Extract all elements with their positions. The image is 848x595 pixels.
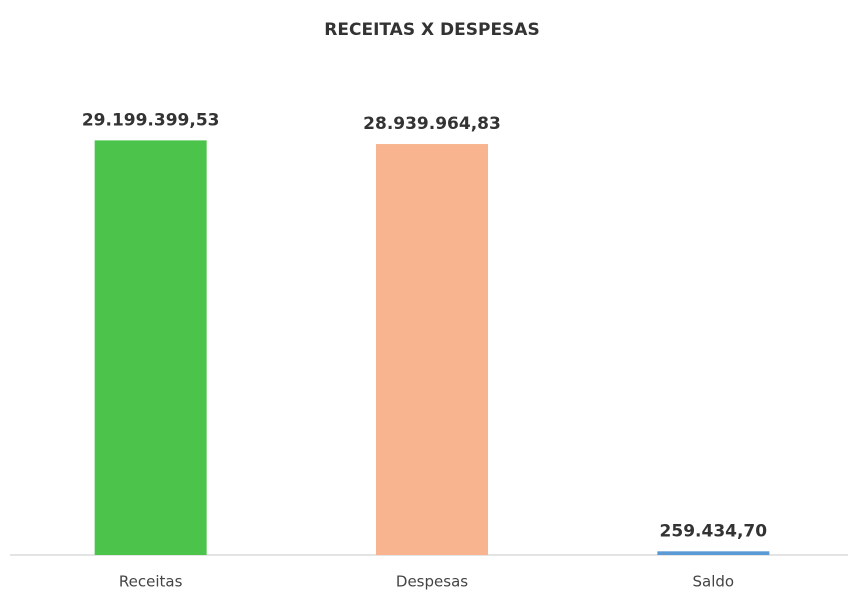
chart-title: RECEITAS X DESPESAS: [324, 20, 539, 40]
bar: [94, 140, 207, 555]
bar: [657, 551, 770, 555]
bar: [376, 144, 488, 556]
x-tick-label: Despesas: [396, 573, 468, 591]
value-label: 259.434,70: [660, 521, 768, 541]
x-tick-label: Saldo: [693, 573, 735, 591]
value-label: 28.939.964,83: [363, 114, 501, 134]
x-tick-label: Receitas: [119, 573, 183, 591]
value-label: 29.199.399,53: [82, 110, 220, 130]
